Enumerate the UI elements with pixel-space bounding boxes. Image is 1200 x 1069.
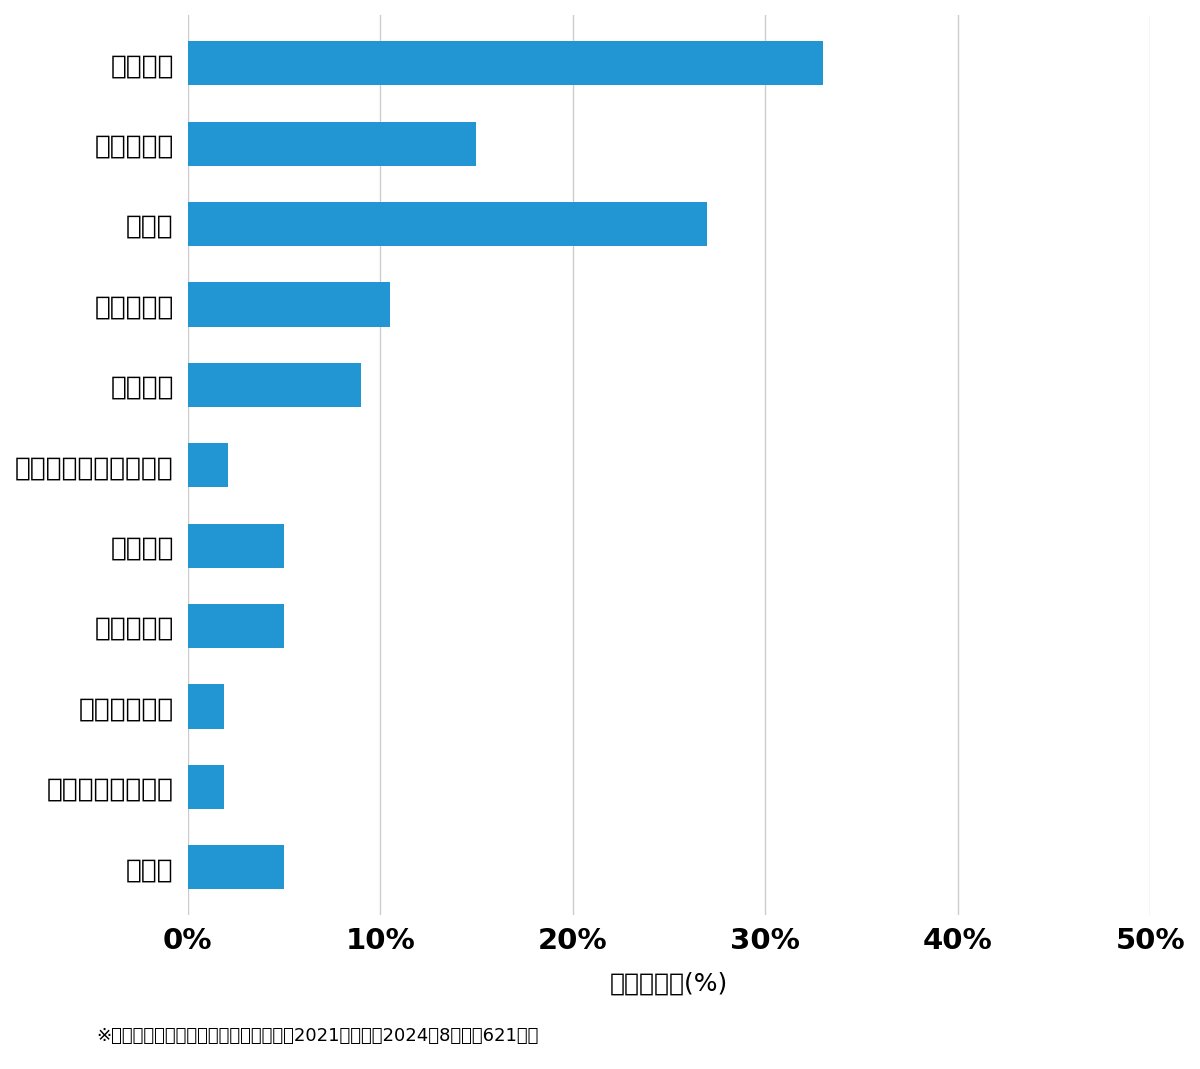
Bar (187, 604, 284, 648)
Bar (187, 122, 476, 166)
Bar (187, 444, 228, 487)
Bar (187, 41, 823, 86)
Bar (187, 764, 224, 809)
Bar (187, 524, 284, 568)
Bar (187, 282, 390, 326)
X-axis label: 件数の割合(%): 件数の割合(%) (610, 972, 728, 995)
Text: ※弊社受付の案件を対象に集計（期間：2021年１月～2024年8月、計621件）: ※弊社受付の案件を対象に集計（期間：2021年１月～2024年8月、計621件） (96, 1027, 539, 1045)
Bar (187, 846, 284, 889)
Bar (187, 684, 224, 728)
Bar (187, 362, 361, 407)
Bar (187, 202, 708, 246)
